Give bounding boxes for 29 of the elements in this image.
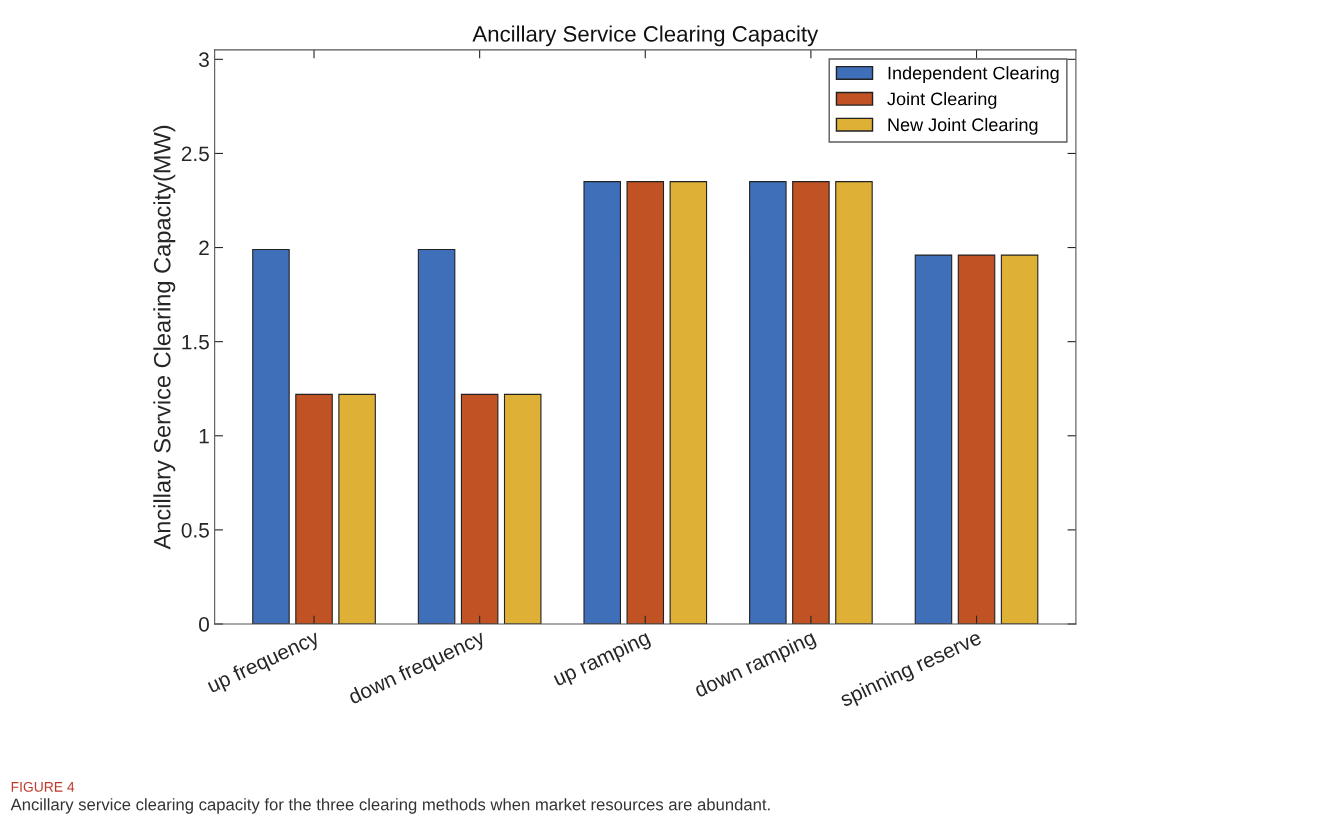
bar	[835, 181, 873, 624]
bar	[252, 248, 290, 624]
y-axis-title: Ancillary Service Clearing Capacity(MW)	[153, 125, 176, 550]
bar	[338, 393, 376, 624]
bar	[583, 181, 621, 624]
chart-title: Ancillary Service Clearing Capacity	[472, 25, 819, 47]
bar	[669, 181, 708, 624]
bar	[957, 254, 996, 624]
caption: FIGURE 4	[11, 781, 75, 792]
legend-label: Independent Clearing	[888, 66, 1059, 83]
bar	[749, 181, 787, 624]
bar	[1000, 254, 1039, 624]
bar	[503, 393, 542, 624]
legend-label: New Joint Clearing	[888, 117, 1038, 135]
bar	[417, 248, 456, 624]
legend-label: Joint Clearing	[887, 92, 997, 109]
bar	[460, 393, 499, 624]
text: Ancillary service clearing capacity for the three clearing methods when market resources are abundant.	[10, 798, 770, 814]
bar	[626, 181, 665, 624]
bar	[914, 254, 953, 624]
y-tick-label: 2	[199, 240, 209, 256]
y-tick-label: 1.5	[182, 334, 209, 350]
y-tick-label: 2.5	[181, 146, 209, 162]
bar	[295, 393, 333, 624]
y-tick-label: 1	[199, 428, 209, 444]
y-tick-label: 3	[199, 52, 209, 68]
y-tick-label: 0	[199, 617, 209, 632]
bar	[792, 181, 830, 624]
y-tick-label: 0.5	[181, 522, 209, 538]
